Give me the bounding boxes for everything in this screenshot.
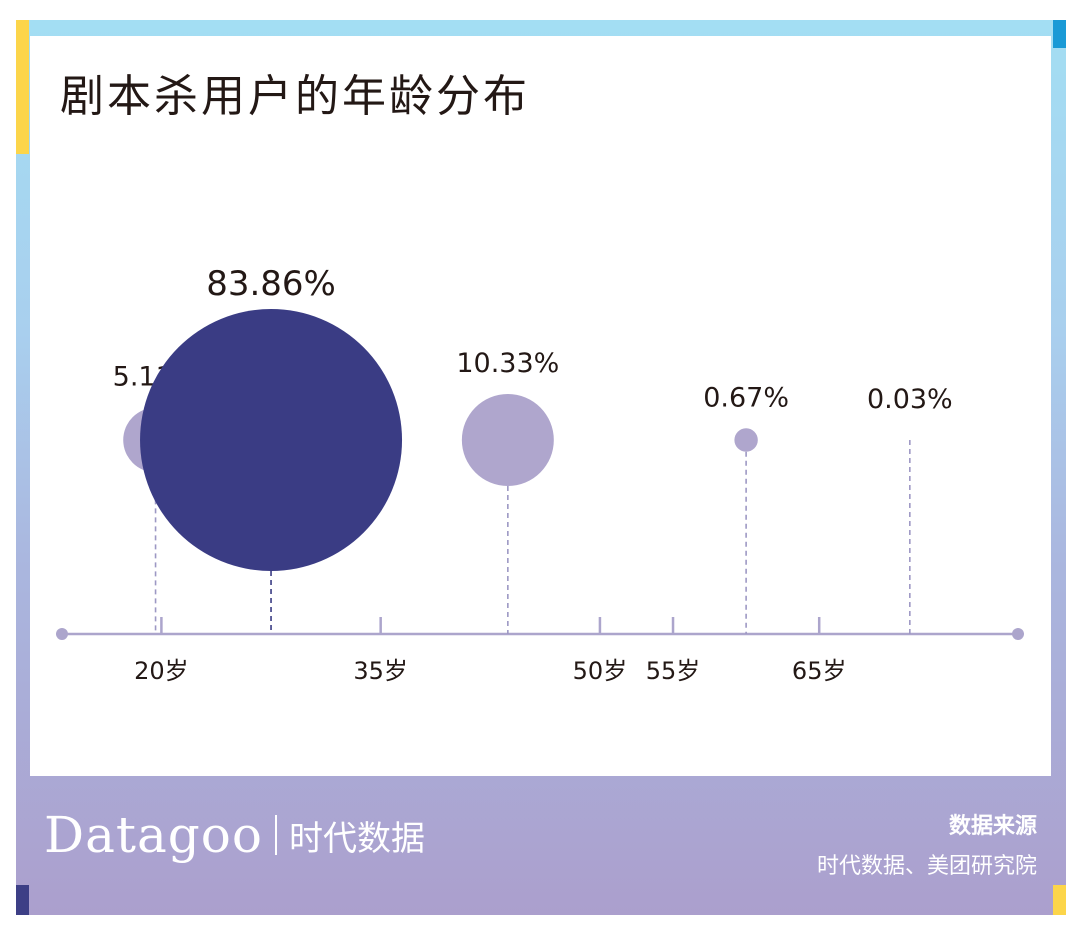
- datagoo-logo: Datagoo 时代数据: [44, 806, 425, 864]
- x-tick-label: 20岁: [134, 657, 189, 685]
- data-label: 83.86%: [206, 264, 336, 304]
- data-label: 0.03%: [867, 384, 953, 415]
- x-tick-label: 55岁: [646, 657, 701, 685]
- logo-chinese-name: 时代数据: [289, 818, 426, 859]
- source-heading: 数据来源: [948, 814, 1037, 839]
- accent-bar-top-right: [1053, 20, 1066, 48]
- source-text: 时代数据、美团研究院: [816, 854, 1037, 879]
- logo-divider: [275, 815, 278, 855]
- axis-end-dot: [1012, 628, 1024, 640]
- x-tick-label: 35岁: [353, 657, 408, 685]
- x-tick-label: 65岁: [792, 657, 847, 685]
- data-label: 0.67%: [703, 382, 789, 413]
- accent-bar-bottom-right: [1053, 885, 1066, 915]
- chart-title: 剧本杀用户的年龄分布: [60, 71, 530, 122]
- x-tick-label: 50岁: [573, 657, 628, 685]
- data-bubble: [461, 394, 554, 486]
- axis-start-dot: [56, 628, 68, 640]
- accent-bar-bottom-left: [16, 885, 29, 915]
- data-label: 10.33%: [456, 348, 559, 379]
- accent-bar-top-left: [16, 20, 29, 154]
- data-bubble: [140, 309, 403, 571]
- logo-wordmark: Datagoo: [44, 806, 264, 864]
- data-source: 数据来源 时代数据、美团研究院: [817, 808, 1037, 880]
- data-bubble: [734, 428, 758, 452]
